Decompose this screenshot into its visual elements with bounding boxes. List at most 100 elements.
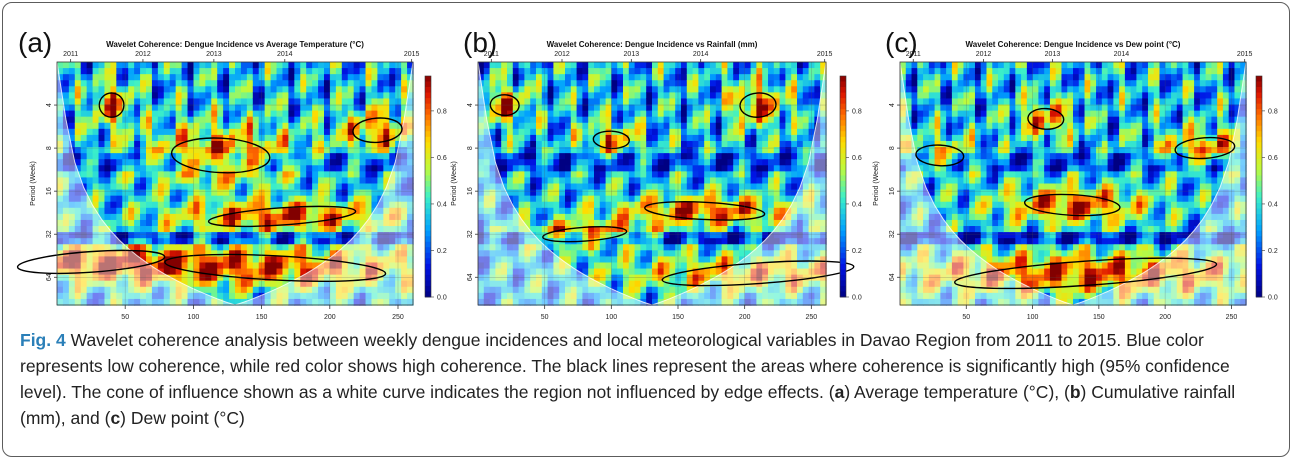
heatmap-cell: [62, 140, 70, 148]
heatmap-cell: [652, 147, 659, 154]
heatmap-cell: [733, 104, 740, 112]
heatmap-cell: [681, 292, 688, 300]
heatmap-cell: [768, 238, 775, 245]
heatmap-cell: [617, 213, 624, 221]
heatmap-cell: [501, 207, 508, 215]
heatmap-cell: [785, 80, 792, 87]
heatmap-cell: [547, 165, 554, 172]
heatmap-cell: [559, 128, 566, 136]
heatmap-cell: [501, 268, 508, 276]
heatmap-cell: [294, 68, 301, 75]
heatmap-cell: [193, 128, 200, 136]
heatmap-cell: [698, 171, 705, 179]
heatmap-cell: [692, 74, 699, 81]
heatmap-cell: [536, 232, 543, 239]
heatmap-cell: [92, 201, 100, 209]
heatmap-cell: [721, 298, 728, 306]
colorbar-segment: [840, 114, 846, 121]
heatmap-cell: [797, 177, 804, 185]
heatmap-cell: [383, 226, 390, 233]
heatmap-cell: [211, 207, 218, 215]
heatmap-cell: [483, 74, 491, 81]
heatmap-cell: [371, 122, 378, 130]
heatmap-cell: [169, 292, 177, 300]
heatmap-cell: [365, 226, 373, 233]
heatmap-cell: [246, 286, 254, 294]
heatmap-cell: [779, 268, 786, 276]
heatmap-cell: [146, 80, 153, 87]
heatmap-cell: [395, 268, 402, 276]
heatmap-cell: [128, 122, 135, 130]
heatmap-cell: [62, 274, 70, 282]
heatmap-cell: [140, 226, 147, 233]
heatmap-cell: [802, 280, 810, 288]
heatmap-cell: [652, 128, 659, 136]
heatmap-cell: [276, 110, 284, 118]
heatmap-cell: [628, 92, 636, 100]
heatmap-cell: [235, 159, 242, 166]
heatmap-cell: [704, 226, 711, 233]
heatmap-cell: [80, 262, 88, 270]
heatmap-cell: [57, 134, 64, 142]
heatmap-cell: [727, 98, 734, 106]
heatmap-cell: [478, 286, 485, 294]
heatmap-cell: [553, 86, 560, 93]
heatmap-cell: [779, 134, 786, 142]
heatmap-cell: [341, 201, 349, 209]
heatmap-cell: [377, 232, 384, 239]
heatmap-cell: [727, 153, 734, 160]
colorbar-segment: [840, 120, 846, 127]
heatmap-cell: [617, 165, 624, 172]
heatmap-cell: [235, 213, 242, 221]
heatmap-cell: [802, 189, 810, 197]
heatmap-cell: [646, 183, 653, 191]
heatmap-cell: [802, 262, 810, 270]
heatmap-cell: [802, 238, 810, 245]
heatmap-cell: [288, 92, 295, 100]
heatmap-cell: [808, 128, 815, 136]
heatmap-cell: [92, 171, 100, 179]
heatmap-cell: [489, 201, 496, 209]
heatmap-cell: [518, 189, 525, 197]
heatmap-cell: [663, 140, 670, 148]
heatmap-cell: [727, 280, 734, 288]
heatmap-cell: [62, 207, 70, 215]
heatmap-cell: [104, 183, 111, 191]
heatmap-cell: [110, 195, 117, 203]
heatmap-cell: [329, 74, 337, 81]
heatmap-cell: [264, 201, 272, 209]
heatmap-cell: [698, 140, 705, 148]
heatmap-cell: [128, 232, 135, 239]
heatmap-cell: [599, 92, 607, 100]
heatmap-cell: [353, 274, 361, 282]
heatmap-cell: [617, 244, 624, 251]
heatmap-cell: [122, 268, 129, 276]
heatmap-cell: [258, 207, 266, 215]
heatmap-cell: [588, 195, 595, 203]
heatmap-cell: [657, 159, 665, 166]
heatmap-cell: [541, 128, 549, 136]
heatmap-cell: [681, 98, 688, 106]
heatmap-cell: [199, 292, 206, 300]
heatmap-cell: [524, 213, 531, 221]
heatmap-cell: [576, 147, 583, 154]
heatmap-cell: [750, 256, 757, 264]
heatmap-cell: [252, 238, 260, 245]
heatmap-cell: [205, 92, 212, 100]
heatmap-cell: [820, 292, 827, 300]
heatmap-cell: [518, 128, 525, 136]
heatmap-cell: [134, 219, 141, 227]
heatmap-cell: [276, 195, 284, 203]
heatmap-cell: [300, 98, 307, 106]
heatmap-cell: [240, 250, 248, 257]
heatmap-cell: [739, 189, 746, 197]
heatmap-cell: [698, 92, 705, 100]
significance-contour: [207, 205, 357, 228]
heatmap-cell: [727, 274, 734, 282]
heatmap-cell: [820, 153, 827, 160]
heatmap-cell: [175, 171, 183, 179]
heatmap-cell: [652, 104, 659, 112]
heatmap-cell: [163, 292, 171, 300]
heatmap-cell: [401, 292, 408, 300]
